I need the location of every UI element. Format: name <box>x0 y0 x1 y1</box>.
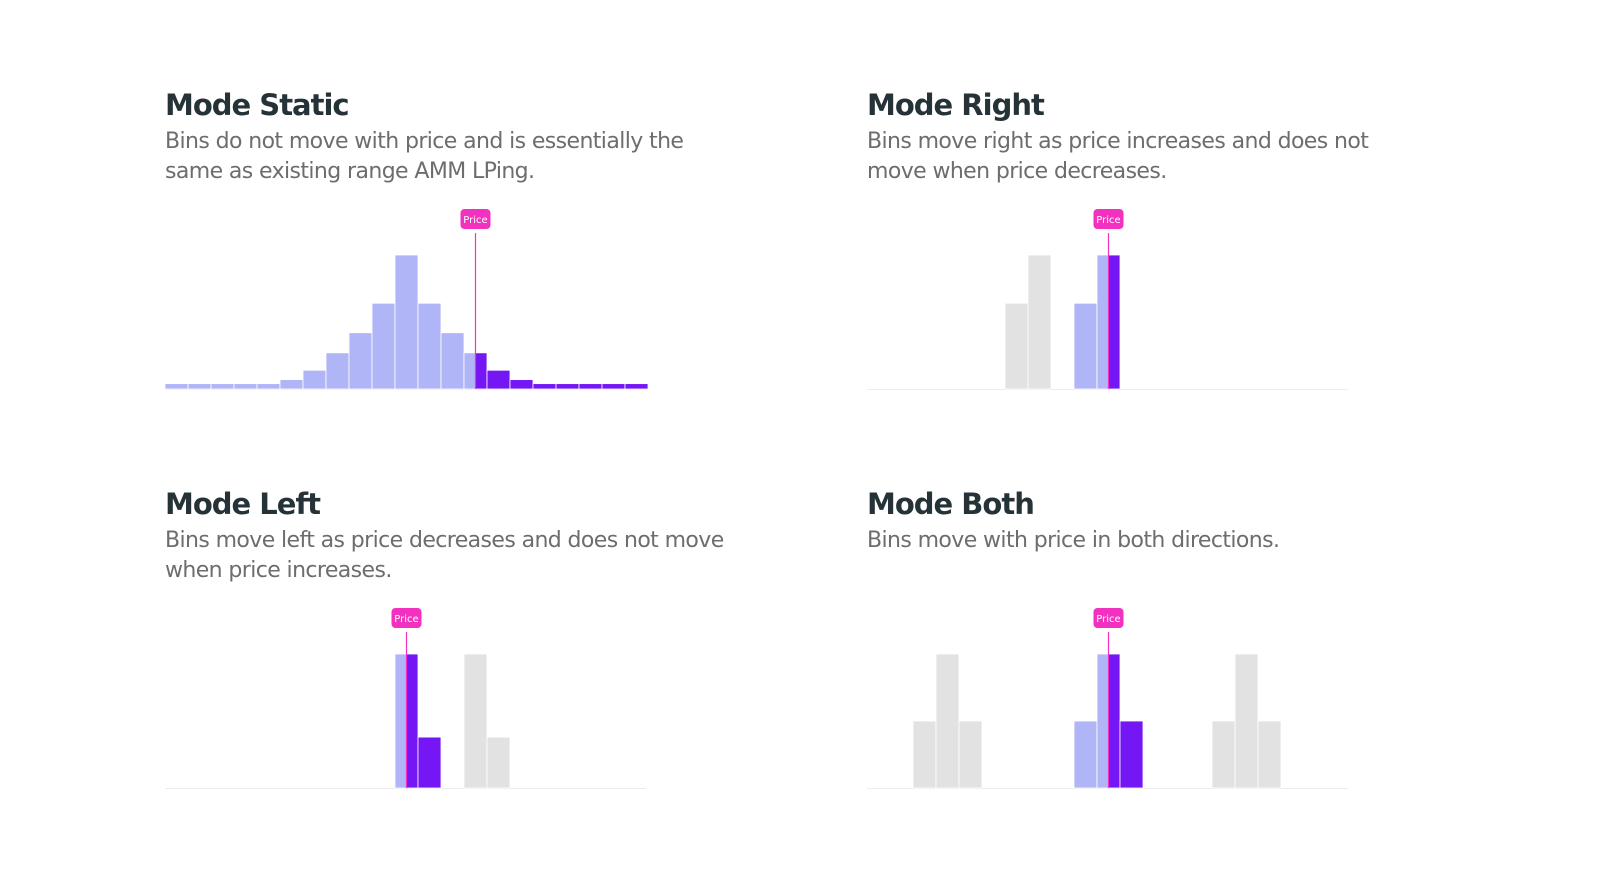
liquidity-bin <box>440 332 465 390</box>
liquidity-bin <box>371 302 396 390</box>
liquidity-bin <box>256 383 281 390</box>
liquidity-chart-right: Price <box>867 209 1348 390</box>
price-label: Price <box>1096 614 1120 625</box>
liquidity-bin <box>578 383 603 390</box>
price-badge <box>1093 209 1124 229</box>
price-label: Price <box>463 215 487 226</box>
liquidity-bin-left-half <box>1096 254 1109 390</box>
liquidity-bin <box>233 383 258 390</box>
liquidity-bin <box>601 383 626 390</box>
liquidity-bin <box>394 254 419 390</box>
liquidity-bin <box>555 383 580 390</box>
liquidity-bin <box>417 302 442 390</box>
liquidity-bin <box>486 369 511 390</box>
price-label: Price <box>394 614 418 625</box>
liquidity-bin <box>1234 653 1259 789</box>
liquidity-chart-both: Price <box>867 608 1348 789</box>
panel-mode-left: Mode Left Bins move left as price decrea… <box>165 486 765 826</box>
liquidity-bin-right-half <box>406 653 419 789</box>
liquidity-bin <box>164 383 189 390</box>
liquidity-bin <box>912 720 937 789</box>
liquidity-bin <box>1119 720 1144 789</box>
liquidity-bin <box>348 332 373 390</box>
liquidity-bin <box>463 653 488 789</box>
liquidity-bin <box>958 720 983 789</box>
price-badge <box>460 209 491 229</box>
price-label: Price <box>1096 215 1120 226</box>
panel-mode-static: Mode Static Bins do not move with price … <box>164 87 765 427</box>
panel-description: Bins move with price in both directions. <box>867 528 1280 553</box>
panel-mode-right: Mode Right Bins move right as price incr… <box>867 87 1467 427</box>
liquidity-bin <box>1073 720 1098 789</box>
liquidity-bin <box>210 383 235 390</box>
liquidity-bin <box>302 369 327 390</box>
liquidity-bin-right-half <box>1108 254 1121 390</box>
liquidity-bin <box>1004 302 1029 390</box>
liquidity-bin <box>509 379 534 390</box>
liquidity-bin-left-half <box>463 352 476 390</box>
liquidity-bin-left-half <box>1096 653 1109 789</box>
panel-title: Mode Static <box>165 88 350 122</box>
panel-title: Mode Both <box>867 487 1035 521</box>
liquidity-bin <box>935 653 960 789</box>
panel-mode-both: Mode Both Bins move with price in both d… <box>867 486 1467 826</box>
liquidity-bin <box>1027 254 1052 390</box>
liquidity-bin <box>1211 720 1236 789</box>
price-badge <box>1093 608 1124 628</box>
panel-description: Bins move left as price decreases and do… <box>165 528 724 583</box>
price-badge <box>391 608 422 628</box>
liquidity-bin <box>1257 720 1282 789</box>
liquidity-chart-static: Price <box>164 209 649 390</box>
liquidity-bin <box>1073 302 1098 390</box>
liquidity-bin-right-half <box>475 352 488 390</box>
liquidity-bin <box>325 352 350 390</box>
liquidity-bin-left-half <box>394 653 407 789</box>
panel-title: Mode Left <box>165 487 321 521</box>
panel-description: Bins do not move with price and is essen… <box>165 129 684 184</box>
panel-title: Mode Right <box>867 88 1045 122</box>
liquidity-bin <box>187 383 212 390</box>
liquidity-bin-right-half <box>1108 653 1121 789</box>
liquidity-bin <box>279 379 304 390</box>
liquidity-bin <box>486 736 511 789</box>
liquidity-bin <box>624 383 649 390</box>
liquidity-bin <box>417 736 442 789</box>
panel-description: Bins move right as price increases and d… <box>867 129 1369 184</box>
liquidity-bin <box>532 383 557 390</box>
liquidity-chart-left: Price <box>165 608 646 789</box>
